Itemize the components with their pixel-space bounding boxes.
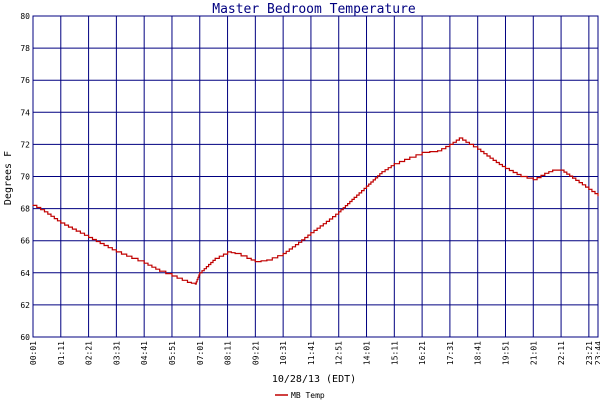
data-point-25: [353, 196, 355, 198]
data-point-24: [338, 211, 340, 213]
y-axis-label: Degrees F: [3, 151, 14, 205]
data-point-8: [143, 262, 145, 264]
data-point-11: [186, 281, 189, 284]
y-tick-label-66: 66: [20, 237, 30, 246]
data-point-14: [214, 257, 216, 259]
data-point-34: [468, 143, 470, 145]
legend-label-mb-temp: MB Temp: [291, 391, 325, 400]
x-tick-label-3: 03:31: [112, 341, 121, 365]
series-layer: [32, 137, 599, 285]
data-point-28: [393, 163, 395, 165]
data-point-9: [159, 270, 161, 272]
x-tick-label-1: 01:11: [57, 341, 66, 365]
data-point-43: [571, 177, 574, 179]
data-point-38: [520, 175, 522, 178]
data-point-41: [552, 169, 554, 171]
x-tick-label-10: 11:41: [307, 341, 316, 365]
x-tick-label-16: 18:41: [474, 341, 483, 365]
x-tick-label-21: 23:44: [594, 341, 600, 365]
data-point-30: [421, 151, 423, 154]
data-point-42: [560, 169, 562, 171]
x-tick-label-20: 23:21: [585, 341, 594, 365]
data-point-13: [199, 272, 201, 274]
data-point-0: [32, 204, 34, 206]
data-point-20: [282, 252, 284, 255]
data-point-39: [532, 179, 534, 181]
x-tick-label-7: 08:11: [224, 341, 233, 365]
y-tick-label-80: 80: [20, 12, 30, 21]
data-point-15: [226, 251, 229, 253]
x-tick-label-9: 10:31: [279, 341, 288, 365]
x-tick-label-5: 05:51: [168, 341, 177, 365]
legend: MB Temp: [275, 391, 325, 400]
data-point-36: [492, 159, 494, 162]
y-tick-label-70: 70: [20, 173, 30, 182]
data-point-5: [103, 244, 105, 247]
data-point-12: [194, 283, 196, 285]
y-tick-label-68: 68: [20, 205, 30, 214]
data-point-7: [131, 257, 133, 259]
data-point-3: [75, 230, 77, 232]
x-tick-label-13: 15:11: [390, 341, 399, 365]
y-tick-label-64: 64: [20, 269, 30, 278]
data-point-16: [234, 252, 236, 255]
data-point-18: [254, 260, 256, 263]
data-point-31: [436, 150, 439, 152]
x-tick-label-8: 09:21: [251, 341, 260, 365]
x-tick-label-6: 07:01: [196, 341, 205, 365]
data-point-1: [43, 211, 46, 213]
data-point-21: [298, 241, 300, 243]
data-point-40: [544, 172, 546, 174]
data-point-44: [588, 188, 590, 190]
x-tick-label-12: 14:01: [363, 341, 372, 365]
chart-title: Master Bedroom Temperature: [212, 2, 416, 17]
data-point-32: [449, 143, 451, 145]
data-point-37: [504, 167, 507, 170]
data-point-6: [115, 251, 117, 253]
x-tick-label-4: 04:41: [140, 341, 149, 365]
data-point-19: [266, 259, 268, 261]
x-tick-label-11: 12:51: [335, 341, 344, 365]
data-point-23: [325, 220, 328, 223]
data-point-10: [171, 275, 173, 277]
data-point-45: [597, 195, 599, 197]
data-point-17: [246, 257, 248, 259]
y-tick-label-62: 62: [20, 301, 30, 310]
y-tick-label-76: 76: [20, 76, 30, 85]
data-point-29: [409, 156, 411, 158]
x-tick-label-18: 21:01: [529, 341, 538, 365]
x-tick-label-0: 00:01: [29, 341, 38, 365]
y-tick-label-72: 72: [20, 140, 30, 149]
plot-grid: [32, 15, 599, 338]
y-tick-label-74: 74: [20, 108, 30, 117]
data-point-26: [365, 185, 368, 187]
x-tick-label-15: 17:31: [446, 341, 455, 365]
series-line-mb-temp: [33, 137, 599, 285]
data-point-33: [458, 137, 461, 139]
x-tick-label-2: 02:21: [85, 341, 94, 365]
y-axis-ticks: 60 62 64 66 68 70 72 74 76 78 80: [20, 12, 30, 342]
y-tick-label-78: 78: [20, 44, 30, 53]
data-point-22: [310, 232, 312, 234]
x-tick-label-14: 16:21: [418, 341, 427, 365]
data-point-35: [477, 148, 479, 150]
x-tick-label-17: 19:51: [501, 341, 510, 365]
x-axis-label: 10/28/13 (EDT): [272, 374, 356, 385]
y-tick-label-60: 60: [20, 333, 30, 342]
data-point-2: [60, 222, 62, 224]
data-point-4: [87, 236, 90, 239]
data-point-27: [381, 171, 383, 173]
x-axis-ticks: 00:01 01:11 02:21 03:31 04:41 05:51 07:01 08:11…: [29, 341, 600, 365]
x-tick-label-19: 22:11: [557, 341, 566, 365]
